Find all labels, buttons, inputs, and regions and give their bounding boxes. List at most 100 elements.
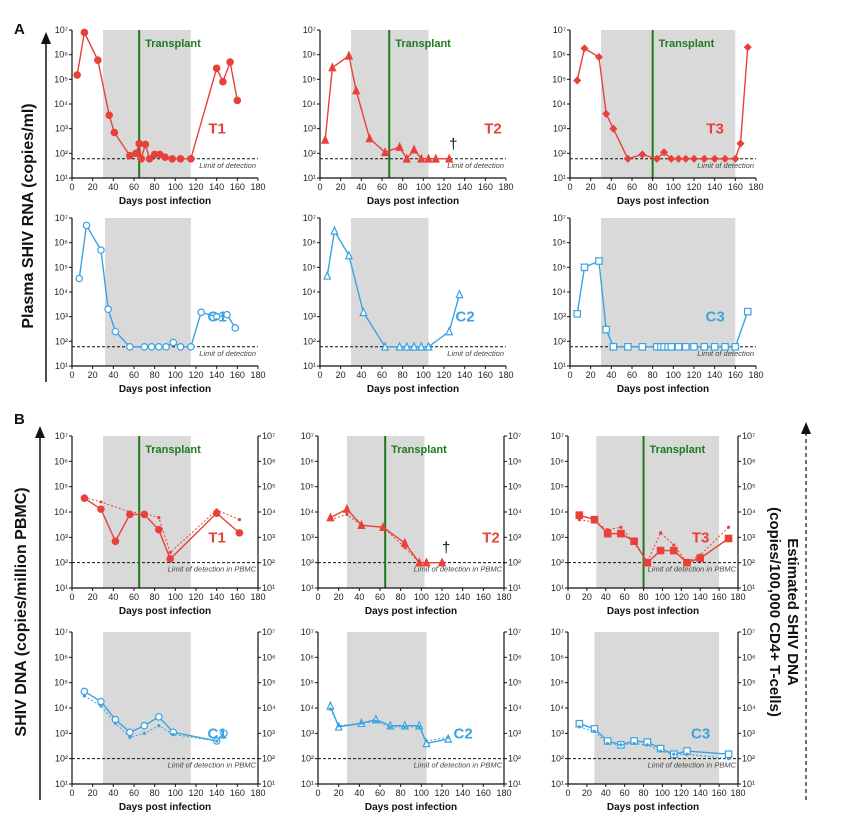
lod-label: Limit of detection in PBMC xyxy=(648,565,737,574)
y-tick-label-right: 10² xyxy=(742,558,755,568)
y-tick-label: 10¹ xyxy=(55,173,68,183)
x-tick-label: 120 xyxy=(686,182,701,192)
data-point-estimated xyxy=(592,729,597,733)
x-tick-label: 140 xyxy=(455,592,470,602)
data-point-estimated xyxy=(128,735,132,739)
x-tick-label: 20 xyxy=(586,370,596,380)
y-tick-label-right: 10¹ xyxy=(262,779,275,789)
data-point xyxy=(445,153,454,163)
data-point-estimated xyxy=(128,510,132,514)
y-tick-label-right: 10³ xyxy=(742,532,755,542)
x-tick-label: 20 xyxy=(336,182,346,192)
data-point xyxy=(323,270,332,280)
y-tick-label: 10⁴ xyxy=(552,287,566,297)
data-point xyxy=(720,154,730,163)
y-tick-label: 10² xyxy=(55,336,68,346)
x-tick-label: 160 xyxy=(712,592,727,602)
x-tick-label: 0 xyxy=(317,370,322,380)
y-tick-label: 10² xyxy=(551,754,564,764)
data-point xyxy=(168,155,177,163)
lod-label: Limit of detection xyxy=(447,161,504,170)
x-axis-label: Days post infection xyxy=(119,606,211,617)
y-tick-label: 10⁴ xyxy=(54,99,68,109)
y-tick-label: 10⁵ xyxy=(552,262,566,272)
x-tick-label: 180 xyxy=(250,592,265,602)
x-tick-label: 100 xyxy=(666,370,681,380)
x-tick-label: 80 xyxy=(396,788,406,798)
data-point xyxy=(681,343,690,351)
y-tick-label: 10³ xyxy=(553,124,566,134)
y-tick-label: 10⁴ xyxy=(54,703,68,713)
y-tick-label: 10⁵ xyxy=(54,74,68,84)
animal-label: C2 xyxy=(455,309,474,326)
data-point xyxy=(652,154,661,163)
y-tick-label: 10² xyxy=(301,754,314,764)
x-tick-label: 160 xyxy=(230,788,245,798)
animal-label: T2 xyxy=(482,529,500,546)
transplant-label: Transplant xyxy=(395,38,451,50)
data-point-estimated xyxy=(237,518,241,522)
y-tick-label-right: 10¹ xyxy=(262,583,275,593)
y-tick-label-right: 10⁷ xyxy=(742,627,755,637)
x-axis-label: Days post infection xyxy=(365,802,457,813)
data-point xyxy=(155,343,163,351)
x-tick-label: 0 xyxy=(69,182,74,192)
data-point-estimated xyxy=(577,518,581,522)
y-tick-label: 10⁴ xyxy=(300,507,314,517)
data-point xyxy=(140,343,149,351)
y-tick-label: 10⁷ xyxy=(301,627,314,637)
y-tick-label: 10¹ xyxy=(551,779,564,789)
x-tick-label: 140 xyxy=(693,592,708,602)
data-point xyxy=(573,76,582,85)
x-axis-label: Days post infection xyxy=(367,196,459,207)
x-axis-label: Days post infection xyxy=(119,802,211,813)
animal-label: T3 xyxy=(706,121,724,138)
y-tick-label: 10⁶ xyxy=(54,652,68,662)
lod-label: Limit of detection in PBMC xyxy=(648,761,737,770)
x-tick-label: 120 xyxy=(188,182,203,192)
panel-a-t2: Limit of detection Transplant 0 20 40 60 80 100… xyxy=(302,25,513,207)
x-tick-label: 120 xyxy=(434,788,449,798)
data-point-estimated xyxy=(658,749,663,753)
y-tick-label: 10³ xyxy=(55,532,68,542)
data-point-estimated xyxy=(82,694,86,698)
x-tick-label: 140 xyxy=(457,370,472,380)
y-tick-label: 10¹ xyxy=(553,361,566,371)
data-point xyxy=(359,307,368,317)
y-tick-label: 10⁷ xyxy=(55,431,68,441)
y-tick-label-right: 10⁶ xyxy=(742,652,756,662)
x-tick-label: 80 xyxy=(150,370,160,380)
y-tick-label: 10⁴ xyxy=(54,507,68,517)
data-point xyxy=(609,124,618,133)
transplant-label: Transplant xyxy=(145,38,201,50)
x-tick-label: 180 xyxy=(250,182,265,192)
x-tick-label: 140 xyxy=(707,182,722,192)
x-tick-label: 180 xyxy=(730,788,745,798)
x-tick-label: 20 xyxy=(582,788,592,798)
panel-a-c3: Limit of detection 0 20 40 60 80 100 120 140 160 1… xyxy=(552,213,763,395)
y-tick-label: 10¹ xyxy=(553,173,566,183)
x-tick-label: 80 xyxy=(639,592,649,602)
x-tick-label: 100 xyxy=(168,788,183,798)
y-tick-label: 10⁶ xyxy=(300,456,314,466)
y-tick-label-right: 10⁷ xyxy=(262,627,275,637)
data-point-estimated xyxy=(685,752,689,756)
data-point-estimated xyxy=(577,725,581,729)
data-point xyxy=(328,62,337,72)
x-tick-label: 40 xyxy=(108,788,118,798)
data-point-estimated xyxy=(222,735,226,739)
x-tick-label: 80 xyxy=(150,592,160,602)
x-tick-label: 40 xyxy=(601,788,611,798)
x-tick-label: 80 xyxy=(639,788,649,798)
data-point xyxy=(674,154,683,163)
data-point xyxy=(105,111,114,120)
data-point xyxy=(75,274,84,283)
data-point-estimated xyxy=(592,520,597,524)
data-point xyxy=(169,338,178,347)
y-tick-label: 10³ xyxy=(553,312,566,322)
data-point xyxy=(580,44,589,53)
y-tick-label: 10² xyxy=(551,558,564,568)
data-point xyxy=(344,250,354,260)
y-tick-label-right: 10⁷ xyxy=(742,431,755,441)
x-tick-label: 80 xyxy=(398,182,408,192)
